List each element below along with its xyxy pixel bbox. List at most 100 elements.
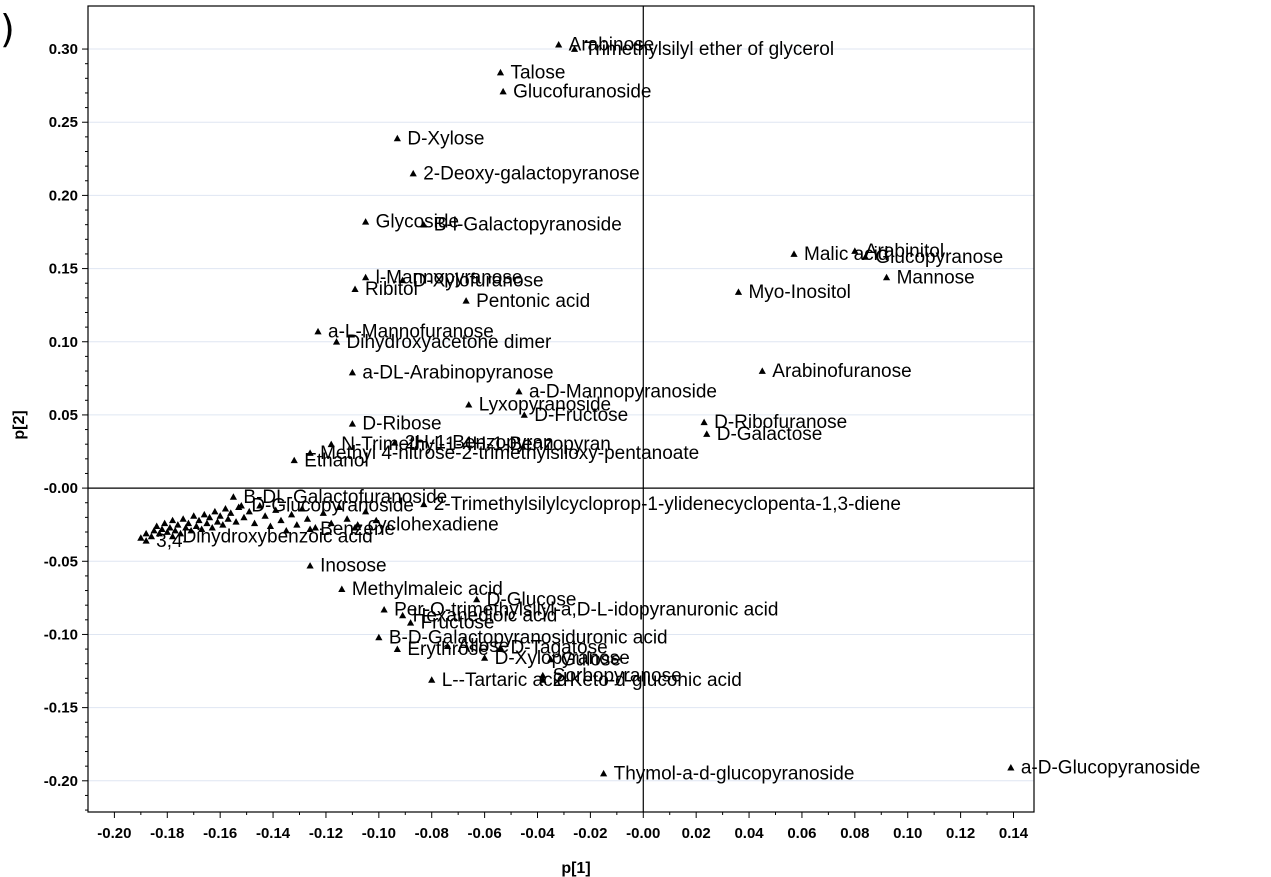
- x-tick-label: 0.06: [787, 825, 816, 842]
- point-label: N-Trimethyl-1-4H-1-Benzopyran: [341, 434, 611, 455]
- point-marker: [409, 169, 417, 177]
- x-tick-label: 0.10: [893, 825, 922, 842]
- point-label: a-D-Mannopyranoside: [529, 382, 717, 403]
- point-marker: [515, 387, 523, 395]
- cluster-point-marker: [335, 503, 343, 511]
- point-label: Fructose: [421, 613, 495, 634]
- cluster-point-marker: [216, 512, 224, 519]
- cluster-point-marker: [147, 532, 156, 540]
- x-tick-label: -0.06: [468, 825, 502, 842]
- cluster-point-marker: [232, 518, 240, 525]
- cluster-point-marker: [256, 502, 264, 509]
- point-label: a-L-Mannofuranose: [328, 322, 494, 343]
- point-label: Lyxopyranoside: [479, 395, 611, 416]
- y-tick-label: -0.10: [44, 626, 78, 643]
- x-tick-label: -0.14: [256, 825, 291, 842]
- cluster-point-marker: [311, 524, 319, 531]
- point-marker: [465, 401, 473, 408]
- x-tick-label: -0.18: [150, 825, 184, 842]
- cluster-point-marker: [287, 510, 296, 518]
- point-label: Talose: [510, 62, 565, 83]
- point-marker: [861, 253, 870, 260]
- point-label: D-Xylofuranose: [413, 270, 544, 291]
- x-tick-label: -0.20: [97, 825, 131, 842]
- cluster-point-marker: [203, 519, 211, 527]
- point-marker: [520, 411, 528, 418]
- point-label: B-D-Galactopyranosiduronic acid: [389, 627, 668, 648]
- cluster-point-marker: [282, 526, 290, 534]
- point-label: L--Tartaric acid: [442, 670, 568, 691]
- cluster-point-marker: [362, 507, 370, 515]
- point-marker: [306, 562, 314, 569]
- point-label: B-l-Galactopyranoside: [434, 215, 622, 236]
- cluster-point-marker: [176, 529, 185, 537]
- point-label: Methylmaleic acid: [352, 579, 503, 600]
- point-marker: [734, 288, 743, 295]
- cluster-point-marker: [174, 521, 182, 528]
- cluster-point-marker: [303, 515, 312, 522]
- point-label: Gulose: [561, 649, 621, 670]
- point-label: Glycoside: [376, 212, 459, 233]
- point-marker: [306, 449, 314, 456]
- y-tick-label: -0.15: [44, 700, 78, 717]
- point-label: D-Ribofuranose: [714, 412, 847, 433]
- cluster-point-marker: [245, 507, 253, 515]
- point-marker: [1007, 764, 1015, 771]
- point-marker: [851, 247, 859, 254]
- point-marker: [462, 297, 470, 304]
- grid-layer: [88, 48, 1034, 782]
- point-label: Trimethylsilyl ether of glycerol: [585, 39, 835, 60]
- point-label: Allose: [458, 636, 510, 657]
- point-marker: [362, 218, 370, 225]
- point-marker: [420, 221, 428, 228]
- cluster-point-marker: [211, 507, 219, 515]
- x-tick-label: 0.04: [734, 825, 764, 842]
- x-tick-label: -0.10: [362, 825, 396, 842]
- point-marker: [790, 250, 798, 257]
- cluster-point-marker: [190, 512, 198, 519]
- y-tick-label: -0.20: [44, 773, 78, 790]
- point-label: Pentonic acid: [476, 291, 590, 312]
- cluster-point-marker: [155, 529, 163, 537]
- point-marker: [496, 68, 505, 76]
- point-marker: [351, 285, 359, 292]
- point-marker: [481, 654, 489, 661]
- point-label: Arabinitol: [865, 241, 944, 262]
- cluster-point-marker: [187, 526, 195, 534]
- point-label: Myo-Inositol: [748, 282, 850, 303]
- point-label: a-DL-Arabinopyranose: [362, 362, 553, 383]
- point-label: Mannose: [897, 267, 975, 288]
- point-marker: [327, 440, 335, 448]
- point-label: Ethanol: [304, 450, 368, 471]
- point-label: 2-Trimethylsilylcycloprop-1-ylidenecyclo…: [434, 494, 901, 515]
- cluster-point-marker: [137, 534, 145, 541]
- point-label: Sorbopyranose: [553, 665, 682, 686]
- point-marker: [703, 430, 711, 437]
- point-marker: [473, 595, 481, 603]
- x-tick-label: 0.08: [840, 825, 869, 842]
- point-label: D-Glucopyranoside: [251, 496, 414, 517]
- x-axis-title: p[1]: [561, 860, 590, 877]
- point-marker: [142, 537, 150, 544]
- cluster-point-marker: [298, 504, 306, 512]
- points-layer: [137, 41, 1015, 777]
- point-marker: [290, 456, 298, 464]
- point-label: 2-Keto-d-gluconic acid: [553, 670, 742, 691]
- y-tick-label: -0.00: [44, 480, 78, 497]
- point-marker: [443, 642, 452, 650]
- point-marker: [399, 611, 407, 619]
- point-marker: [362, 273, 370, 281]
- point-label: D-Xylose: [407, 128, 484, 149]
- point-label: D-Xylopyranose: [495, 648, 630, 669]
- x-tick-label: -0.04: [520, 825, 555, 842]
- cluster-point-marker: [150, 526, 158, 534]
- point-label: Inosose: [320, 556, 387, 577]
- point-label: Glucopyranose: [875, 247, 1003, 268]
- cluster-point-marker: [272, 506, 280, 513]
- cluster-point-marker: [224, 515, 232, 522]
- point-marker: [380, 605, 388, 613]
- point-marker: [399, 276, 407, 284]
- point-marker: [348, 368, 356, 376]
- point-marker: [338, 585, 346, 592]
